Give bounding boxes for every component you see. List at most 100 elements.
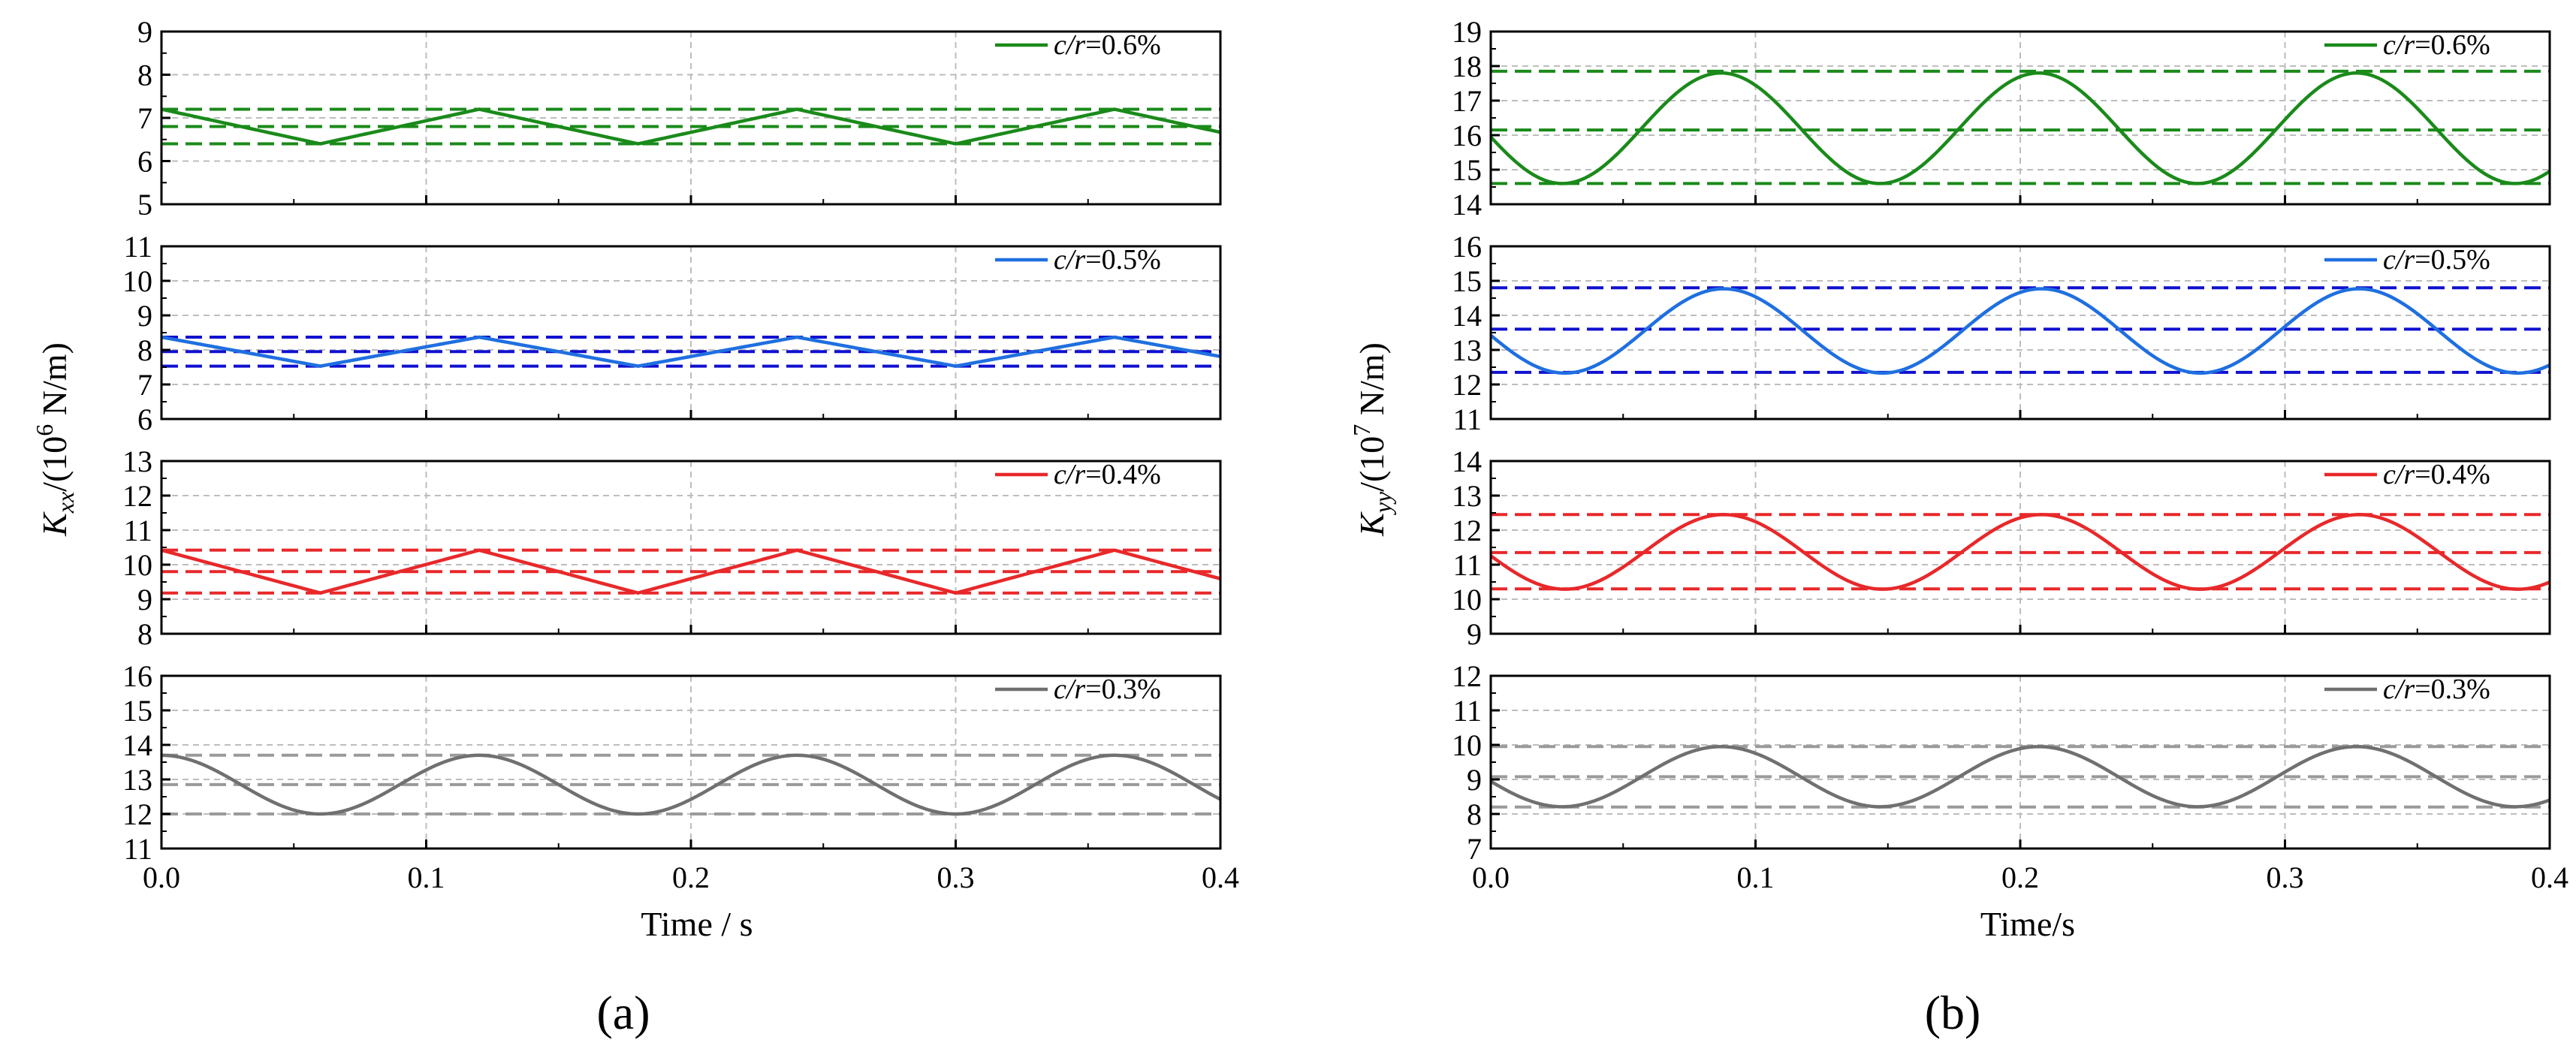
y-tick-label: 12 — [1452, 514, 1482, 547]
y-tick-label: 10 — [1452, 728, 1482, 762]
y-tick-label: 12 — [1452, 659, 1482, 693]
y-tick-label: 12 — [1452, 368, 1482, 402]
y-tick-label: 11 — [123, 230, 152, 264]
y-tick-label: 17 — [1452, 84, 1482, 118]
y-tick-label: 10 — [1452, 583, 1482, 616]
y-tick-label: 15 — [122, 694, 152, 728]
y-tick-label: 5 — [137, 188, 152, 222]
y-tick-label: 14 — [122, 728, 152, 762]
x-tick-label: 0.4 — [2531, 861, 2568, 894]
series-line — [1489, 745, 2550, 809]
x-tick-label: 0.4 — [1202, 861, 1239, 894]
x-tick-label: 0.2 — [672, 861, 710, 894]
y-tick-label: 7 — [137, 101, 152, 135]
legend: c/r=0.4% — [995, 459, 1161, 490]
x-tick-label: 0.0 — [143, 861, 180, 894]
legend: c/r=0.5% — [995, 244, 1161, 276]
y-tick-label: 11 — [1452, 694, 1482, 728]
y-tick-label: 12 — [122, 797, 152, 831]
y-tick-label: 11 — [1452, 402, 1482, 436]
y-tick-label: 14 — [1452, 188, 1482, 222]
series-line — [161, 548, 1221, 595]
legend-label: c/r=0.6% — [2383, 29, 2490, 61]
subplot-a-0: 5 6 7 8 9 c/r=0.6% — [137, 15, 1222, 222]
y-tick-label: 7 — [1467, 832, 1482, 866]
y-tick-label: 8 — [137, 617, 152, 651]
y-tick-label: 7 — [137, 368, 152, 402]
series-line — [161, 335, 1221, 368]
y-tick-label: 13 — [1452, 333, 1482, 367]
y-tick-label: 6 — [137, 402, 152, 436]
panel-b-xlabel: Time/s — [1980, 905, 2075, 943]
x-tick-label: 0.3 — [2267, 861, 2304, 894]
y-tick-label: 8 — [1467, 797, 1482, 831]
y-tick-label: 10 — [122, 548, 152, 582]
y-tick-label: 9 — [137, 299, 152, 333]
x-tick-label: 0.1 — [1737, 861, 1775, 894]
legend-label: c/r=0.3% — [1054, 674, 1161, 705]
y-tick-label: 11 — [1452, 548, 1482, 582]
y-tick-label: 19 — [1452, 15, 1482, 49]
y-tick-label: 8 — [137, 333, 152, 367]
legend: c/r=0.5% — [2324, 244, 2490, 276]
y-tick-label: 12 — [122, 479, 152, 513]
y-tick-label: 6 — [137, 145, 152, 179]
series-line — [161, 753, 1222, 816]
series-line — [1489, 71, 2551, 185]
series-line — [1489, 287, 2550, 375]
y-tick-label: 9 — [1467, 763, 1482, 797]
y-tick-label: 16 — [1452, 119, 1482, 152]
legend-label: c/r=0.3% — [2383, 674, 2490, 705]
series-line — [161, 107, 1221, 146]
panel-a-xlabel: Time / s — [641, 905, 753, 943]
legend-label: c/r=0.4% — [2383, 459, 2490, 490]
x-tick-label: 0.0 — [1472, 861, 1510, 894]
y-tick-label: 11 — [123, 832, 152, 866]
panel-a-ylabel: Kxx/(106 N/m) — [31, 342, 79, 537]
legend: c/r=0.6% — [2324, 29, 2490, 61]
legend-label: c/r=0.4% — [1054, 459, 1161, 490]
legend: c/r=0.3% — [995, 674, 1161, 705]
legend-label: c/r=0.6% — [1054, 29, 1161, 61]
y-tick-label: 11 — [123, 514, 152, 547]
legend-label: c/r=0.5% — [1054, 244, 1161, 276]
y-tick-label: 10 — [122, 264, 152, 298]
y-tick-label: 13 — [1452, 479, 1482, 513]
x-tick-label: 0.3 — [937, 861, 975, 894]
x-tick-label: 0.1 — [408, 861, 445, 894]
y-tick-label: 16 — [1452, 230, 1482, 264]
y-tick-label: 13 — [122, 445, 152, 478]
legend-label: c/r=0.5% — [2383, 244, 2490, 276]
y-tick-label: 14 — [1452, 445, 1482, 478]
y-tick-label: 16 — [122, 659, 152, 693]
legend: c/r=0.6% — [995, 29, 1161, 61]
y-tick-label: 15 — [1452, 264, 1482, 298]
legend: c/r=0.3% — [2324, 674, 2490, 705]
x-tick-label: 0.2 — [2001, 861, 2039, 894]
y-tick-label: 15 — [1452, 153, 1482, 187]
y-tick-label: 9 — [137, 583, 152, 616]
y-tick-label: 8 — [137, 59, 152, 92]
panel-a-label: (a) — [596, 986, 650, 1039]
y-tick-label: 9 — [137, 15, 152, 49]
y-tick-label: 14 — [1452, 299, 1482, 333]
panel-b-ylabel: Kyy/(107 N/m) — [1348, 342, 1396, 537]
panel-b-label: (b) — [1925, 986, 1981, 1039]
y-tick-label: 9 — [1467, 617, 1482, 651]
y-tick-label: 18 — [1452, 50, 1482, 83]
y-tick-label: 13 — [122, 763, 152, 797]
series-line — [1489, 513, 2550, 591]
legend: c/r=0.4% — [2324, 459, 2490, 490]
